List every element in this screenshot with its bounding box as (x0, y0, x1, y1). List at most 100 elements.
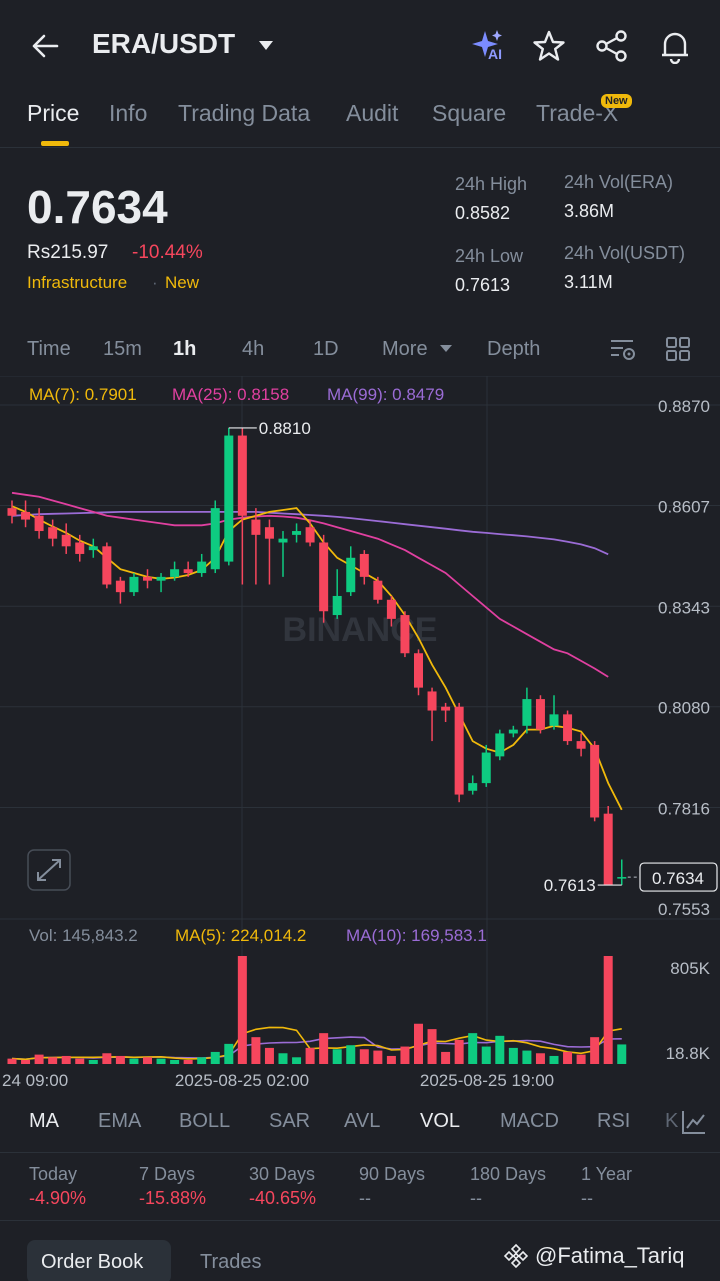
candle-body (400, 615, 410, 654)
ma7-line (11, 505, 623, 811)
volume-bar (251, 1037, 261, 1064)
ind-kdj[interactable]: K (665, 1110, 679, 1132)
tag-infrastructure[interactable]: Infrastructure (27, 273, 128, 292)
chart-settings-icon[interactable] (608, 335, 636, 363)
perf-30d-value: -40.65% (249, 1188, 317, 1208)
ind-ma[interactable]: MA (29, 1110, 59, 1132)
divider (0, 1220, 720, 1221)
more-dropdown-icon[interactable] (439, 344, 453, 354)
candles (7, 427, 627, 886)
last-price: 0.7634 (27, 181, 168, 233)
last-price-label: 0.7634 (652, 869, 704, 888)
tf-1d[interactable]: 1D (313, 338, 339, 360)
ai-button[interactable]: AI (470, 28, 508, 66)
candle-body (170, 569, 180, 577)
active-tab-indicator (41, 141, 69, 146)
price-tick: 0.8080 (658, 699, 710, 718)
tf-more[interactable]: More (382, 338, 428, 360)
volume-bar (305, 1047, 315, 1064)
tab-trading-data[interactable]: Trading Data (178, 100, 311, 126)
order-book-label: Order Book (41, 1251, 144, 1273)
volume-bar (576, 1054, 586, 1064)
candle-body (292, 531, 302, 535)
time-axis: 24 09:00 2025-08-25 02:00 2025-08-25 19:00 (2, 1071, 554, 1090)
price-tick: 0.7816 (658, 800, 710, 819)
volume-bar (603, 956, 613, 1064)
pair-dropdown-icon[interactable] (258, 40, 274, 52)
ind-avl[interactable]: AVL (344, 1110, 381, 1132)
price-markers: 0.8810 0.7613 0.7634 (228, 419, 718, 895)
bell-icon[interactable] (658, 28, 692, 64)
ai-sparkle-icon (472, 30, 502, 57)
vol-legend: Vol: 145,843.2 (29, 926, 138, 945)
time-tick: 24 09:00 (2, 1071, 68, 1090)
volume-bar (454, 1039, 464, 1064)
fullscreen-button[interactable] (27, 849, 71, 891)
volume-bar (21, 1059, 31, 1064)
share-icon[interactable] (595, 29, 629, 63)
tag-new[interactable]: New (165, 273, 200, 292)
perf-7d-value: -15.88% (139, 1188, 207, 1208)
ind-macd[interactable]: MACD (500, 1110, 559, 1132)
tab-info[interactable]: Info (109, 100, 148, 126)
candle-body (61, 534, 71, 547)
tf-1h[interactable]: 1h (173, 338, 197, 360)
price-tick: 0.8870 (658, 397, 710, 416)
divider (0, 1152, 720, 1153)
volume-bars (7, 956, 627, 1064)
volume-bar (102, 1053, 112, 1064)
ind-sar[interactable]: SAR (269, 1110, 311, 1132)
layout-grid-icon[interactable] (665, 336, 691, 362)
order-book-tab[interactable]: Order Book (27, 1240, 171, 1281)
pair-title[interactable]: ERA/USDT (92, 28, 236, 59)
ind-vol[interactable]: VOL (420, 1110, 461, 1132)
ind-rsi[interactable]: RSI (597, 1110, 631, 1132)
ma25-legend: MA(25): 0.8158 (172, 385, 289, 404)
volume-bar (129, 1058, 139, 1064)
candle-body (197, 561, 207, 574)
back-arrow-icon[interactable] (30, 31, 60, 61)
candle-body (603, 813, 613, 886)
tab-audit[interactable]: Audit (346, 100, 399, 126)
star-icon[interactable] (532, 29, 566, 63)
vol-era-value: 3.86M (564, 201, 615, 221)
tf-15m[interactable]: 15m (103, 338, 142, 360)
volume-bar (468, 1033, 478, 1064)
volume-bar (332, 1049, 342, 1064)
time-tick: 2025-08-25 02:00 (175, 1071, 309, 1090)
candle-body (508, 729, 518, 734)
tf-4h[interactable]: 4h (242, 338, 265, 360)
perf-7d-label: 7 Days (139, 1164, 196, 1184)
tf-depth[interactable]: Depth (487, 338, 541, 360)
volume-bar (143, 1057, 152, 1064)
trades-tab[interactable]: Trades (200, 1251, 262, 1273)
ma99-line (11, 510, 609, 556)
candlestick-chart[interactable]: BINANCE 0.88700.86070.83430.80800.78160.… (0, 376, 720, 1092)
low-marker-label: 0.7613 (544, 876, 596, 895)
candle-body (414, 653, 423, 688)
low-value: 0.7613 (455, 275, 511, 295)
ind-ema[interactable]: EMA (98, 1110, 142, 1132)
tf-time[interactable]: Time (27, 338, 71, 360)
fiat-price: Rs215.97 (27, 242, 109, 263)
candle-body (156, 576, 166, 581)
candle-body (278, 538, 288, 543)
candle-body (481, 752, 491, 784)
indicator-settings-icon[interactable] (680, 1108, 708, 1136)
volume-bar (115, 1055, 125, 1064)
perf-1y-value: -- (581, 1188, 593, 1208)
candle-body (576, 741, 586, 749)
volume-bar (386, 1055, 396, 1064)
volume-bar (359, 1049, 369, 1064)
high-marker-label: 0.8810 (259, 419, 311, 438)
chart-grid (0, 376, 720, 1064)
ind-boll[interactable]: BOLL (179, 1110, 231, 1132)
candle-body (386, 599, 396, 619)
candle-body (21, 511, 31, 520)
candle-body (359, 553, 369, 577)
perf-90d-value: -- (359, 1188, 371, 1208)
perf-today-label: Today (29, 1164, 78, 1184)
tab-price[interactable]: Price (27, 100, 80, 126)
tab-square[interactable]: Square (432, 100, 507, 126)
vol-ma5-legend: MA(5): 224,014.2 (175, 926, 306, 945)
